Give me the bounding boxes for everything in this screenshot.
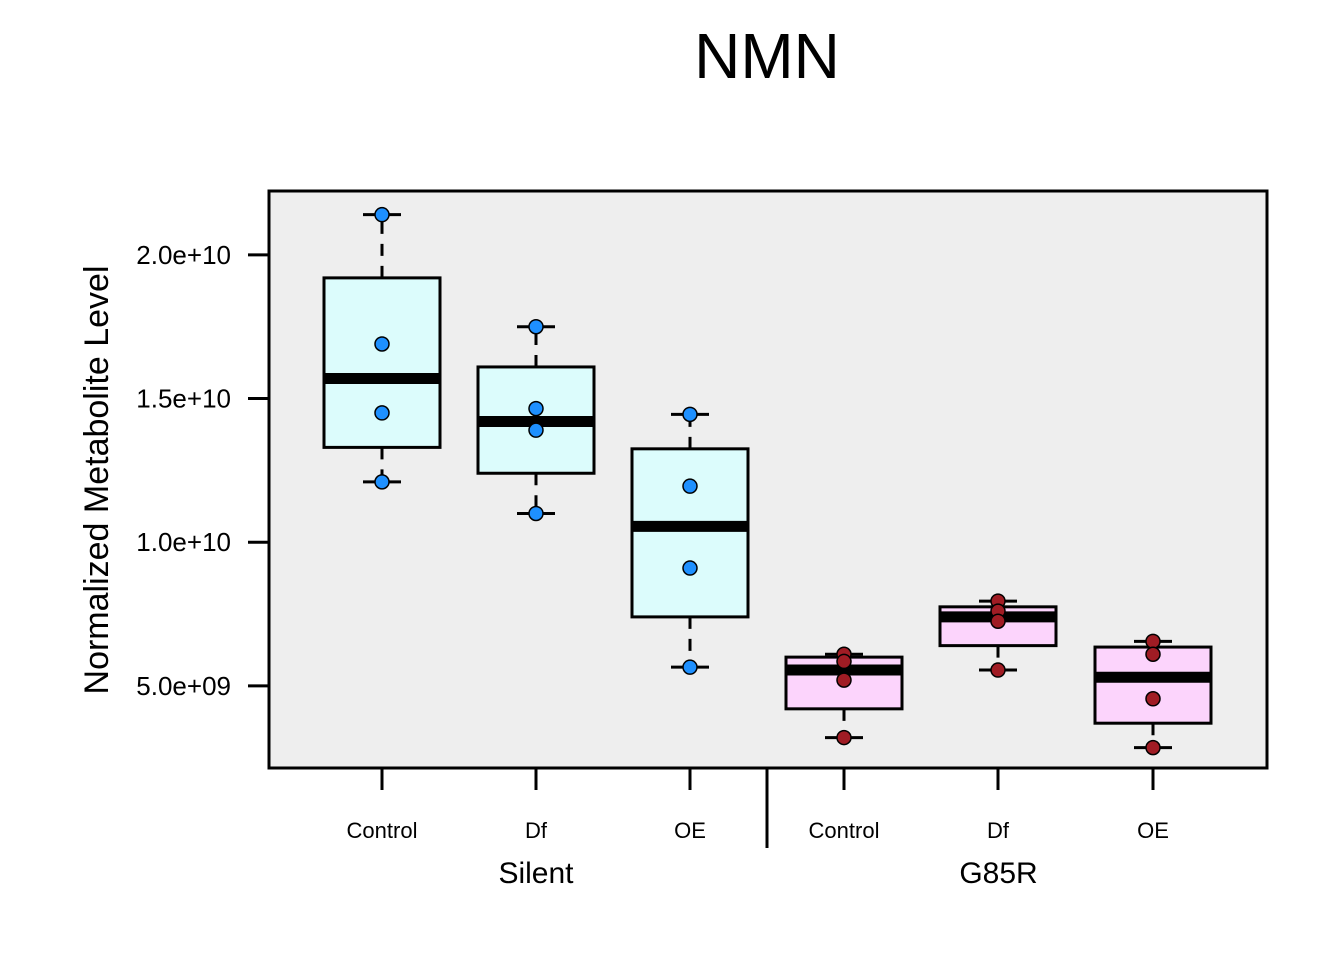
x-tick-label: Df bbox=[525, 818, 548, 843]
data-point bbox=[374, 474, 390, 490]
x-tick-label: OE bbox=[1137, 818, 1169, 843]
data-point bbox=[528, 400, 544, 417]
data-point bbox=[990, 613, 1006, 629]
x-tick-label: Df bbox=[987, 818, 1010, 843]
group-label: Silent bbox=[498, 857, 574, 890]
data-point bbox=[682, 478, 698, 494]
data-point bbox=[1145, 633, 1161, 650]
boxes-layer bbox=[322, 206, 1213, 756]
box-rect bbox=[630, 447, 750, 619]
box-silent-oe bbox=[630, 406, 750, 675]
data-point bbox=[374, 405, 390, 421]
box-rect bbox=[322, 276, 442, 449]
data-point bbox=[836, 653, 852, 670]
data-point bbox=[528, 318, 544, 335]
box-g85r-oe bbox=[1093, 633, 1213, 756]
box-g85r-control bbox=[784, 646, 904, 746]
group-label: G85R bbox=[959, 857, 1037, 890]
y-tick-label: 1.5e+10 bbox=[136, 384, 231, 414]
box-silent-control bbox=[322, 206, 442, 490]
data-point bbox=[836, 672, 852, 688]
y-tick-label: 1.0e+10 bbox=[136, 527, 231, 557]
x-tick-label: OE bbox=[674, 818, 706, 843]
y-axis-label: Normalized Metabolite Level bbox=[78, 266, 116, 695]
y-axis: 5.0e+09 1.0e+10 1.5e+10 2.0e+10 bbox=[136, 240, 269, 701]
x-tick-label: Control bbox=[347, 818, 418, 843]
data-point bbox=[682, 406, 698, 423]
data-point bbox=[528, 505, 544, 522]
x-axis: Control Df OE Silent Control Df OE G85R bbox=[347, 768, 1169, 890]
data-point bbox=[682, 560, 698, 576]
y-tick-label: 5.0e+09 bbox=[136, 671, 231, 701]
data-point bbox=[1145, 739, 1161, 756]
x-tick-label: Control bbox=[809, 818, 880, 843]
data-point bbox=[990, 662, 1006, 678]
box-silent-df bbox=[476, 318, 596, 522]
data-point bbox=[374, 206, 390, 223]
data-point bbox=[528, 422, 544, 438]
data-point bbox=[1145, 691, 1161, 707]
data-point bbox=[682, 659, 698, 675]
data-point bbox=[836, 729, 852, 746]
box-g85r-df bbox=[938, 593, 1058, 678]
data-point bbox=[1145, 646, 1161, 662]
data-point bbox=[374, 336, 390, 352]
y-tick-label: 2.0e+10 bbox=[136, 240, 231, 270]
chart-title: NMN bbox=[694, 20, 840, 92]
